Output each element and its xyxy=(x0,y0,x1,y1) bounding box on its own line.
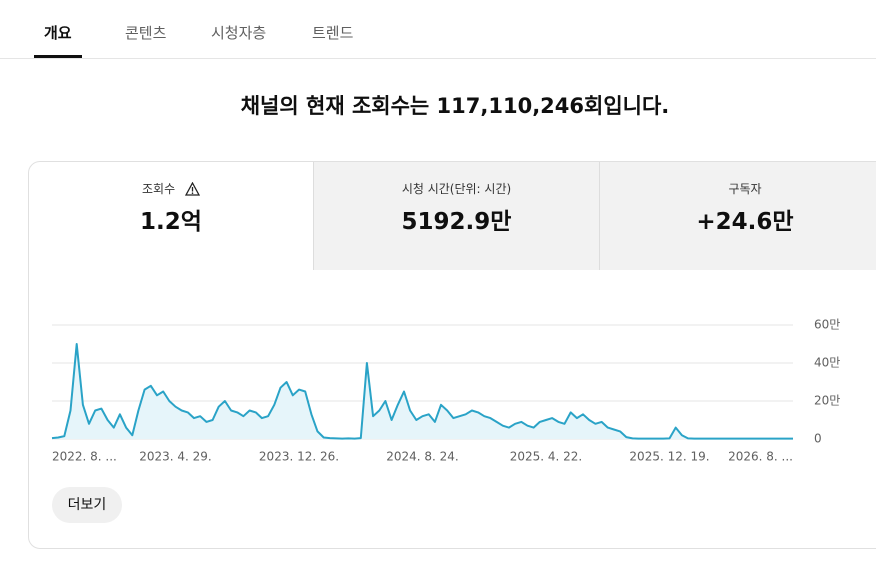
metric-value: 1.2억 xyxy=(140,209,202,235)
line xyxy=(51,343,793,440)
x-tick-label: 2022. 8. ... xyxy=(52,450,117,464)
warning-icon xyxy=(184,181,201,196)
metric-label: 구독자 xyxy=(728,182,762,196)
headline: 채널의 현재 조회수는 117,110,246회입니다. xyxy=(240,94,670,118)
metric-tab[interactable]: 구독자 +24.6만 xyxy=(599,162,876,270)
tab[interactable]: 개요 xyxy=(44,24,72,42)
analytics-card: 조회수 1.2억 시청 시간(단위: 시간) 5192.9만 구독자 +24.6… xyxy=(28,161,876,549)
metric-tab[interactable]: 조회수 1.2억 xyxy=(29,162,313,270)
x-tick-label: 2026. 8. ... xyxy=(728,450,793,464)
x-tick-label: 2023. 12. 26. xyxy=(259,450,339,464)
x-tick-label: 2025. 4. 22. xyxy=(510,450,583,464)
x-tick-label: 2025. 12. 19. xyxy=(629,450,709,464)
x-tick-label: 2023. 4. 29. xyxy=(139,450,212,464)
area xyxy=(52,344,793,439)
y-tick-label: 20만 xyxy=(814,394,840,408)
metric-tab[interactable]: 시청 시간(단위: 시간) 5192.9만 xyxy=(313,162,599,270)
metric-label-text: 조회수 xyxy=(142,182,176,196)
y-tick-label: 40만 xyxy=(814,356,840,370)
metric-label: 조회수 xyxy=(29,180,313,197)
y-tick-label: 60만 xyxy=(814,318,840,332)
y-tick-label: 0 xyxy=(814,432,822,446)
tab[interactable]: 시청자층 xyxy=(211,24,267,42)
metric-label: 시청 시간(단위: 시간) xyxy=(401,182,512,196)
divider xyxy=(0,58,876,59)
metric-value: 5192.9만 xyxy=(401,209,512,235)
tab-indicator xyxy=(34,55,82,58)
x-tick-label: 2024. 8. 24. xyxy=(386,450,459,464)
tab[interactable]: 콘텐츠 xyxy=(125,24,167,42)
metric-value: +24.6만 xyxy=(696,209,794,235)
more-button[interactable]: 더보기 xyxy=(52,487,122,523)
tab[interactable]: 트렌드 xyxy=(312,24,354,42)
